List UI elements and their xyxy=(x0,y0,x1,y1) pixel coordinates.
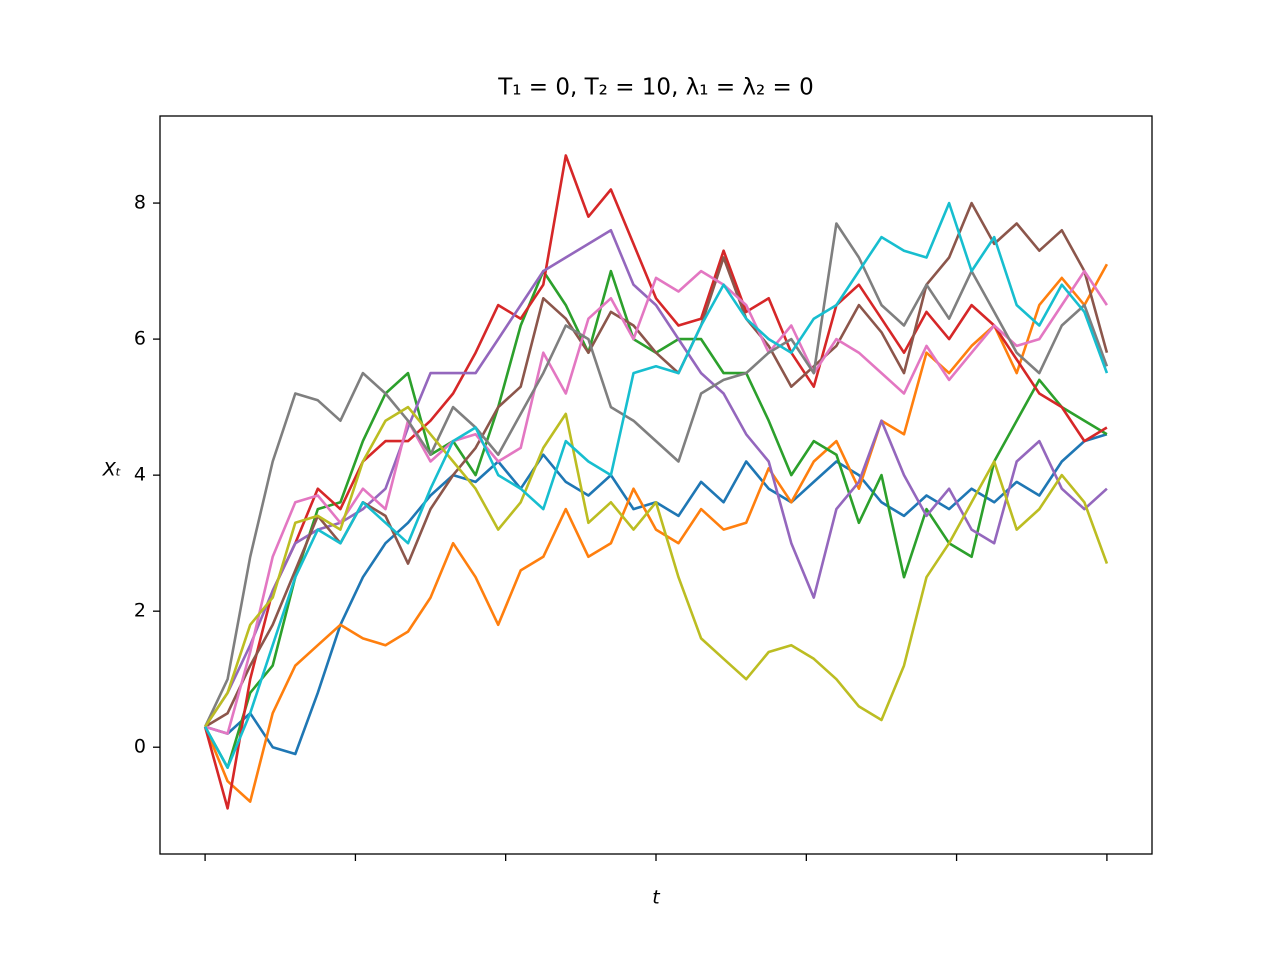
series-line xyxy=(203,154,1108,810)
y-tick-label: 4 xyxy=(134,464,146,486)
y-tick-label: 8 xyxy=(134,192,146,214)
x-axis-label: t xyxy=(652,887,661,909)
series-line xyxy=(204,405,1109,728)
chart-title: T₁ = 0, T₂ = 10, λ₁ = λ₂ = 0 xyxy=(497,75,814,101)
y-tick-label: 0 xyxy=(134,736,146,758)
y-tick-label: 2 xyxy=(134,600,146,622)
y-tick-label: 6 xyxy=(134,328,146,350)
series-line xyxy=(203,201,1109,769)
plot-frame xyxy=(159,115,1153,855)
y-axis-label: Xₜ xyxy=(102,459,122,481)
series-line xyxy=(203,222,1109,728)
series-line xyxy=(203,263,1109,803)
series-line xyxy=(204,269,1108,735)
